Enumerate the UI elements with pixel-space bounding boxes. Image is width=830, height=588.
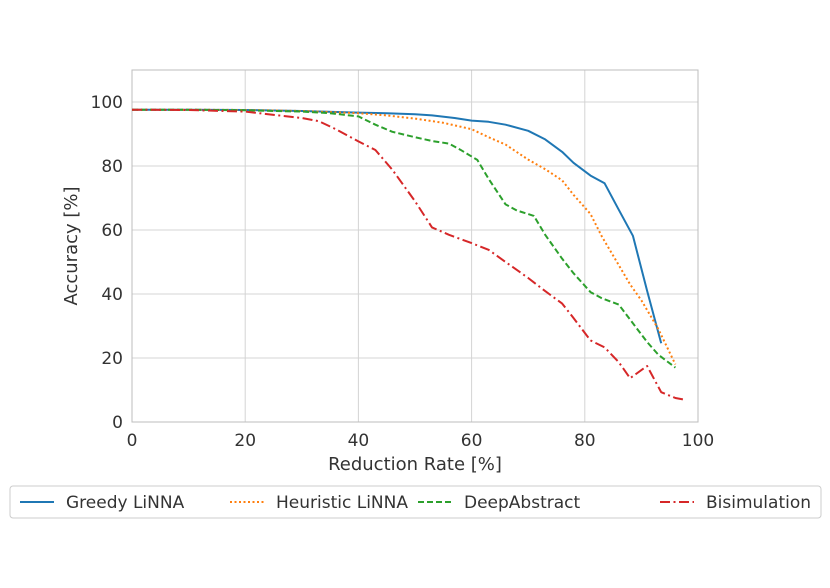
tick-labels: 0 20 40 60 80 100 0 20 40 60 80 100 [91,93,715,451]
y-tick-label: 80 [101,157,123,177]
series-line-deepabstract [132,108,677,369]
legend-box [9,485,822,519]
y-tick-label: 20 [101,349,123,369]
legend: Greedy LiNNA Heuristic LiNNA DeepAbstract B… [9,485,822,519]
x-tick-label: 60 [461,431,483,451]
x-tick-label: 20 [234,431,256,451]
x-tick-label: 0 [127,431,138,451]
series-line-bisimulation [131,108,685,401]
x-tick-label: 40 [348,431,370,451]
legend-label: Bisimulation [706,493,811,513]
plot-frame [131,69,699,423]
y-tick-label: 40 [101,285,123,305]
grid [131,70,699,423]
legend-label: DeepAbstract [464,493,580,513]
x-tick-label: 100 [682,431,714,451]
y-tick-label: 100 [91,93,123,113]
series-line-greedy-linna [132,108,663,344]
legend-label: Heuristic LiNNA [276,493,408,513]
series-group [131,108,685,401]
x-axis-title: Reduction Rate [%] [328,454,502,475]
y-tick-label: 0 [112,413,123,433]
x-tick-label: 80 [574,431,596,451]
series-line-heuristic-linna [132,108,677,365]
legend-label: Greedy LiNNA [66,493,185,513]
y-tick-label: 60 [101,221,123,241]
y-axis-title: Accuracy [%] [61,186,82,305]
